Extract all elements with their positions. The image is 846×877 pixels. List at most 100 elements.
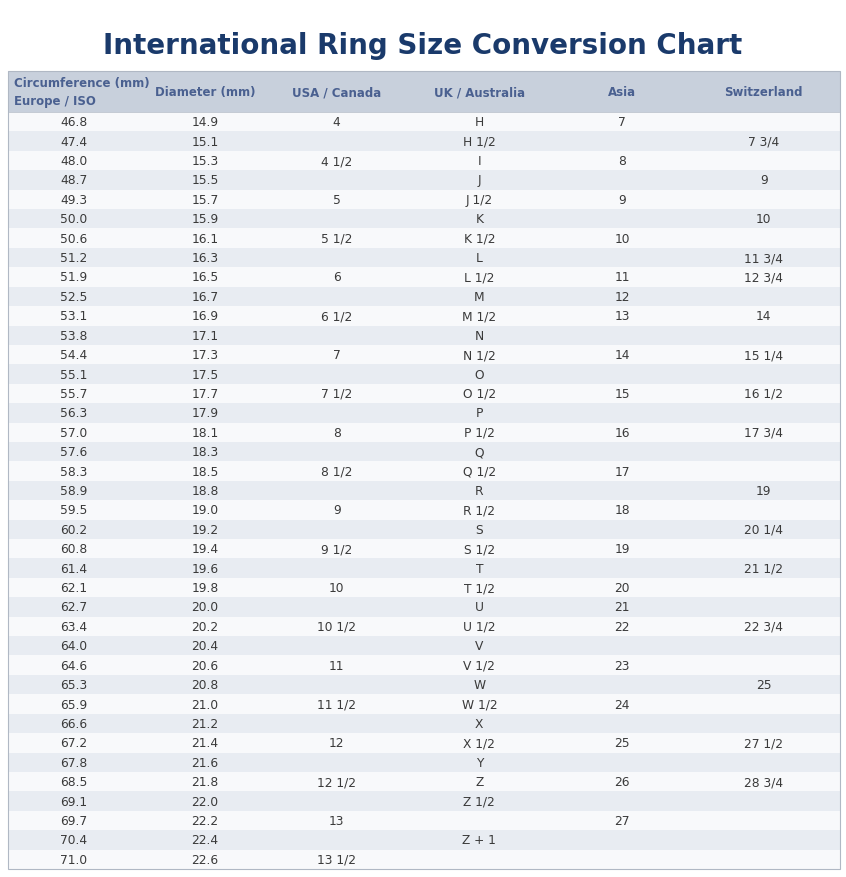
- Text: 13: 13: [329, 814, 344, 827]
- Text: 21 1/2: 21 1/2: [744, 562, 783, 575]
- Bar: [8, 288, 840, 307]
- Text: 9: 9: [760, 175, 768, 187]
- Bar: [8, 326, 840, 346]
- Text: 21.2: 21.2: [192, 717, 219, 730]
- Text: 14.9: 14.9: [192, 116, 219, 129]
- Text: 55.1: 55.1: [60, 368, 87, 381]
- Text: 8: 8: [618, 155, 626, 168]
- Text: O: O: [475, 368, 484, 381]
- Text: 28 3/4: 28 3/4: [744, 775, 783, 788]
- Text: 27: 27: [614, 814, 629, 827]
- Text: 17.9: 17.9: [192, 407, 219, 420]
- Bar: [8, 675, 840, 695]
- Text: N: N: [475, 330, 484, 342]
- Text: X: X: [475, 717, 484, 730]
- Bar: [8, 365, 840, 384]
- Bar: [8, 772, 840, 791]
- Text: W: W: [473, 678, 486, 691]
- Text: Q: Q: [475, 446, 484, 459]
- Text: Y: Y: [475, 756, 483, 769]
- Text: Asia: Asia: [608, 86, 636, 99]
- Text: U: U: [475, 601, 484, 614]
- Text: 9 1/2: 9 1/2: [321, 543, 352, 556]
- Text: V 1/2: V 1/2: [464, 659, 495, 672]
- Text: 51.9: 51.9: [60, 271, 87, 284]
- Bar: [8, 752, 840, 772]
- Text: 7 3/4: 7 3/4: [748, 135, 779, 148]
- Text: S: S: [475, 524, 483, 536]
- Text: 20.6: 20.6: [192, 659, 219, 672]
- Text: H: H: [475, 116, 484, 129]
- Text: 13: 13: [614, 310, 629, 323]
- Text: 16.1: 16.1: [192, 232, 219, 246]
- Text: 16: 16: [614, 426, 629, 439]
- Bar: [8, 501, 840, 520]
- Bar: [8, 578, 840, 597]
- Text: 71.0: 71.0: [60, 852, 87, 866]
- Text: 19.6: 19.6: [192, 562, 219, 575]
- Text: 10: 10: [329, 581, 344, 595]
- Text: 64.0: 64.0: [60, 639, 87, 652]
- Text: Z: Z: [475, 775, 483, 788]
- Text: 21.6: 21.6: [192, 756, 219, 769]
- Text: UK / Australia: UK / Australia: [434, 86, 525, 99]
- Text: 59.5: 59.5: [60, 503, 87, 517]
- Bar: [8, 539, 840, 559]
- Text: 17 3/4: 17 3/4: [744, 426, 783, 439]
- Bar: [8, 248, 840, 268]
- Text: International Ring Size Conversion Chart: International Ring Size Conversion Chart: [103, 32, 743, 60]
- Text: 22.2: 22.2: [192, 814, 219, 827]
- Text: 25: 25: [756, 678, 772, 691]
- Text: O 1/2: O 1/2: [463, 388, 496, 401]
- Text: 10: 10: [756, 213, 772, 226]
- Text: USA / Canada: USA / Canada: [292, 86, 382, 99]
- Text: 48.7: 48.7: [60, 175, 87, 187]
- Text: 4: 4: [332, 116, 340, 129]
- Text: 11: 11: [614, 271, 629, 284]
- Text: 27 1/2: 27 1/2: [744, 737, 783, 750]
- Text: N 1/2: N 1/2: [463, 349, 496, 361]
- Text: 19.8: 19.8: [191, 581, 219, 595]
- Text: 9: 9: [332, 503, 340, 517]
- Text: 21.8: 21.8: [191, 775, 219, 788]
- Text: 64.6: 64.6: [60, 659, 87, 672]
- Text: 21.0: 21.0: [192, 698, 219, 710]
- Bar: [8, 597, 840, 617]
- Bar: [8, 617, 840, 637]
- Text: 15.7: 15.7: [191, 194, 219, 207]
- Text: L: L: [476, 252, 483, 265]
- Text: 60.8: 60.8: [60, 543, 87, 556]
- Text: 19: 19: [756, 484, 772, 497]
- Text: 7 1/2: 7 1/2: [321, 388, 352, 401]
- Bar: [8, 423, 840, 443]
- Text: 19: 19: [614, 543, 629, 556]
- Text: 53.1: 53.1: [60, 310, 87, 323]
- Text: 11: 11: [329, 659, 344, 672]
- Text: 50.6: 50.6: [60, 232, 87, 246]
- Text: 15.5: 15.5: [191, 175, 219, 187]
- Bar: [8, 268, 840, 288]
- Text: 68.5: 68.5: [60, 775, 87, 788]
- Text: 20.4: 20.4: [192, 639, 219, 652]
- Text: M 1/2: M 1/2: [462, 310, 497, 323]
- Text: 11 3/4: 11 3/4: [744, 252, 783, 265]
- Bar: [8, 791, 840, 811]
- Text: 53.8: 53.8: [60, 330, 87, 342]
- Text: 65.3: 65.3: [60, 678, 87, 691]
- Text: 22 3/4: 22 3/4: [744, 620, 783, 633]
- Text: 15.3: 15.3: [191, 155, 219, 168]
- Text: T 1/2: T 1/2: [464, 581, 495, 595]
- Text: 20.8: 20.8: [191, 678, 219, 691]
- Text: 66.6: 66.6: [60, 717, 87, 730]
- Text: 5: 5: [332, 194, 341, 207]
- Text: 18.8: 18.8: [191, 484, 219, 497]
- Text: 54.4: 54.4: [60, 349, 87, 361]
- Text: 20 1/4: 20 1/4: [744, 524, 783, 536]
- Text: S 1/2: S 1/2: [464, 543, 495, 556]
- Text: 8: 8: [332, 426, 341, 439]
- Bar: [8, 72, 840, 113]
- Text: 58.3: 58.3: [60, 465, 87, 478]
- Text: 70.4: 70.4: [60, 833, 87, 846]
- Bar: [8, 481, 840, 501]
- Text: 15: 15: [614, 388, 629, 401]
